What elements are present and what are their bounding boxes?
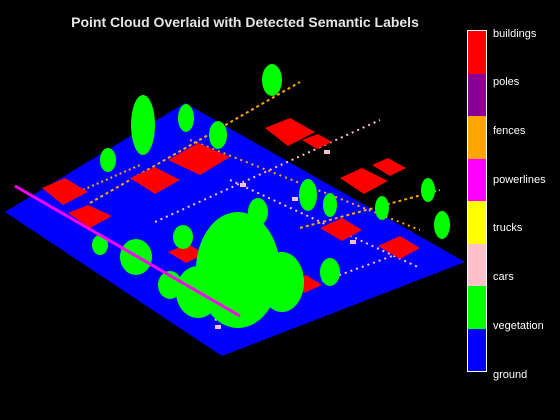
colorbar-labels: buildings poles fences powerlines trucks…	[493, 30, 560, 372]
colorbar-label-trucks: trucks	[493, 222, 522, 234]
colorbar-label-poles: poles	[493, 76, 519, 88]
colorbar-segment-cars	[468, 244, 486, 287]
colorbar-label-powerlines: powerlines	[493, 174, 546, 186]
colorbar-label-ground: ground	[493, 369, 527, 381]
colorbar-label-buildings: buildings	[493, 28, 536, 40]
colorbar-label-vegetation: vegetation	[493, 320, 544, 332]
colorbar	[467, 30, 487, 372]
colorbar-segment-buildings	[468, 31, 486, 74]
colorbar-segment-ground	[468, 329, 486, 372]
colorbar-label-cars: cars	[493, 271, 514, 283]
colorbar-segment-trucks	[468, 201, 486, 244]
colorbar-segment-powerlines	[468, 159, 486, 202]
colorbar-segment-vegetation	[468, 286, 486, 329]
colorbar-segment-poles	[468, 74, 486, 117]
colorbar-segment-fences	[468, 116, 486, 159]
colorbar-label-fences: fences	[493, 125, 525, 137]
